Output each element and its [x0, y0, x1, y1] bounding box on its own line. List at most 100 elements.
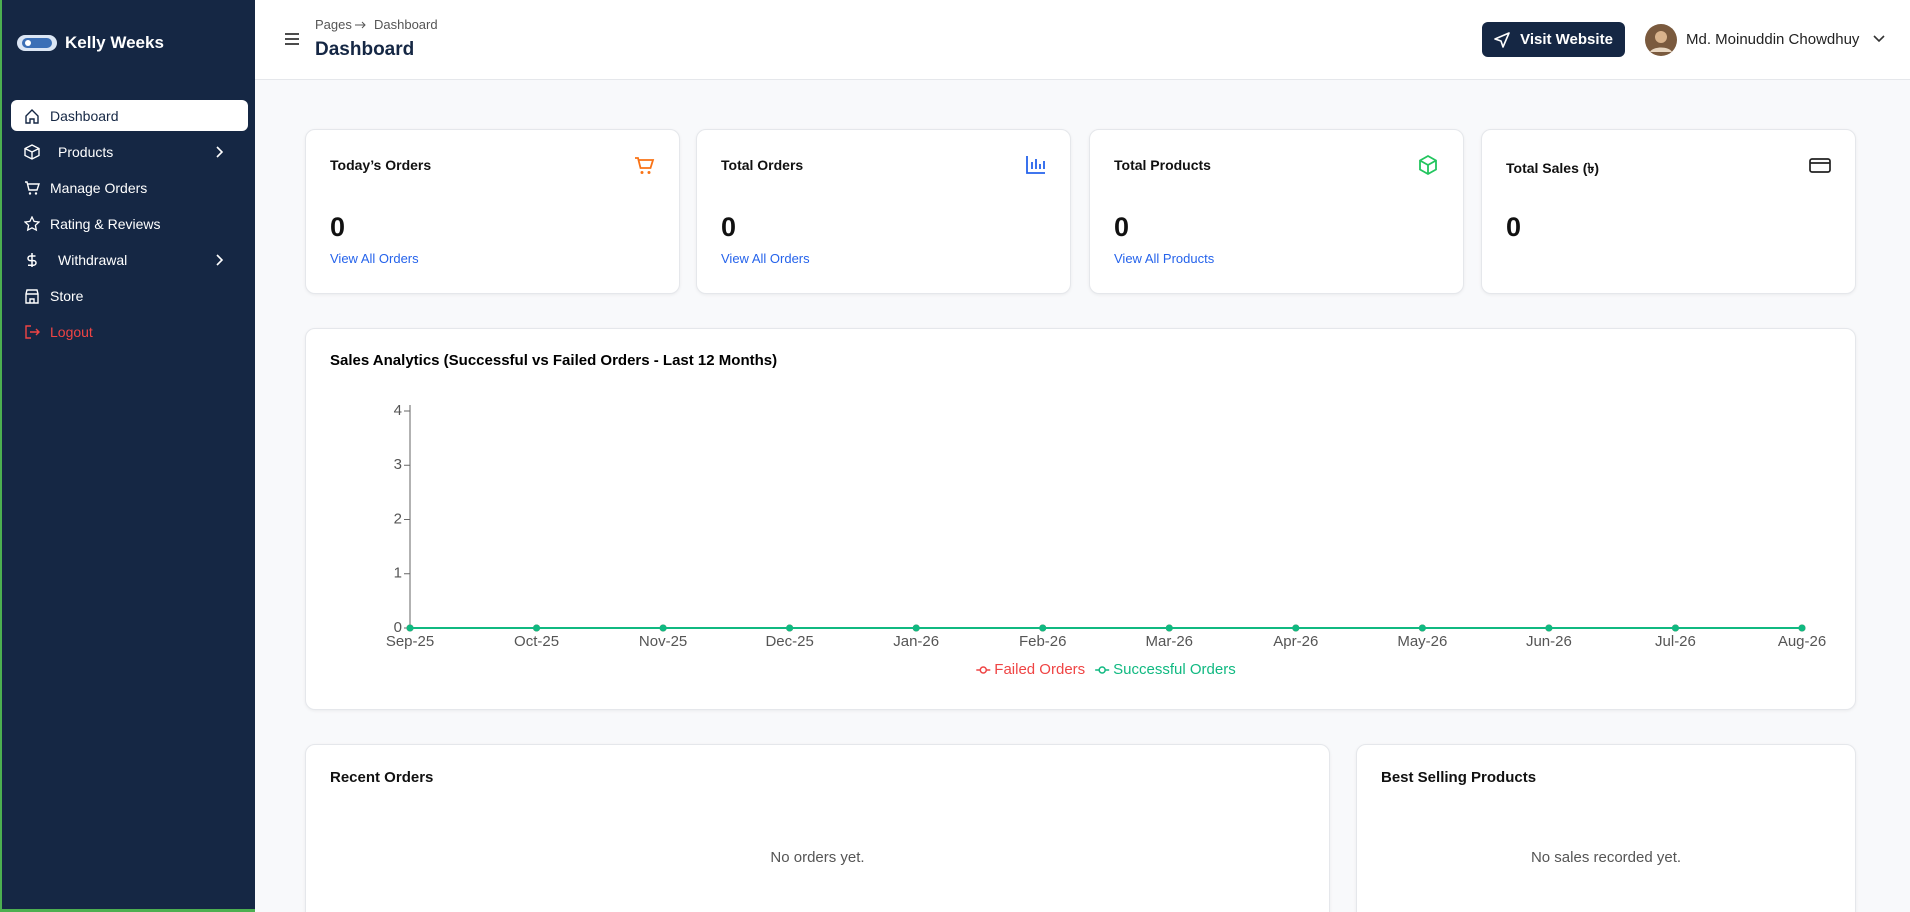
card-title: Total Products	[1114, 157, 1211, 173]
card-link[interactable]: View All Orders	[721, 251, 810, 266]
nav-icon	[27, 252, 37, 267]
x-tick-label: Sep-25	[386, 633, 434, 650]
breadcrumb-arrow	[355, 21, 366, 29]
y-tick-label: 4	[394, 402, 402, 419]
x-tick-label: Jun-26	[1526, 633, 1572, 650]
stat-card: Total Orders 0 View All Orders	[696, 129, 1071, 294]
breadcrumb-item[interactable]: Pages	[315, 17, 352, 32]
nav-item[interactable]: Withdrawal	[11, 244, 248, 275]
stat-card: Total Products 0 View All Products	[1089, 129, 1464, 294]
data-point	[1418, 624, 1426, 632]
nav-icon	[25, 180, 40, 195]
legend-marker	[979, 666, 988, 674]
y-tick-label: 1	[394, 565, 402, 582]
nav-label: Rating & Reviews	[50, 215, 161, 232]
card-value: 0	[330, 212, 346, 242]
nav-item[interactable]: Manage Orders	[11, 172, 248, 203]
nav-item[interactable]: Logout	[11, 316, 248, 347]
card-link[interactable]: View All Products	[1114, 251, 1215, 266]
brand: Kelly Weeks	[65, 33, 164, 52]
legend-item[interactable]: Failed Orders	[976, 661, 1085, 678]
card-title: Total Orders	[721, 157, 804, 173]
data-point	[1671, 624, 1679, 632]
chevron-down[interactable]	[1873, 35, 1885, 43]
y-tick-label: 2	[394, 510, 402, 527]
menu-toggle[interactable]	[285, 33, 299, 45]
nav-icon	[25, 108, 39, 124]
legend-label: Failed Orders	[994, 661, 1085, 678]
chevron-right	[216, 253, 224, 266]
nav-label: Products	[58, 143, 114, 160]
nav-item[interactable]: Products	[11, 136, 248, 167]
stat-card: Total Sales (৳) 0	[1481, 129, 1856, 294]
data-point	[659, 624, 667, 632]
nav-label: Withdrawal	[58, 251, 128, 268]
logo	[17, 35, 57, 51]
card-icon	[1026, 156, 1045, 174]
button-label: Visit Website	[1520, 31, 1613, 48]
card-title: Total Sales (৳)	[1506, 160, 1600, 176]
chevron-right	[216, 145, 224, 158]
visit-website-button[interactable]: Visit Website	[1482, 22, 1625, 57]
user-name[interactable]: Md. Moinuddin Chowdhuy	[1686, 31, 1860, 48]
card-icon	[1809, 158, 1831, 173]
chart: Sales Analytics (Successful vs Failed Or…	[330, 352, 1826, 678]
card-title: Best Selling Products	[1381, 769, 1537, 786]
legend-label: Successful Orders	[1113, 661, 1236, 678]
x-tick-label: Jul-26	[1655, 633, 1696, 650]
data-point	[1798, 624, 1806, 632]
nav-item[interactable]: Rating & Reviews	[11, 208, 248, 239]
card-icon	[1419, 154, 1437, 176]
legend-item[interactable]: Successful Orders	[1095, 661, 1236, 678]
data-point	[1165, 624, 1173, 632]
x-tick-label: Apr-26	[1273, 633, 1318, 650]
card-title: Today’s Orders	[330, 157, 432, 173]
nav-label: Logout	[50, 323, 93, 340]
x-tick-label: Nov-25	[639, 633, 687, 650]
send-icon	[1494, 31, 1510, 48]
chart-title: Sales Analytics (Successful vs Failed Or…	[330, 352, 777, 369]
data-point	[786, 624, 794, 632]
nav-icon	[24, 143, 40, 160]
avatar[interactable]	[1645, 24, 1677, 56]
x-tick-label: Mar-26	[1146, 633, 1194, 650]
data-point	[406, 624, 414, 632]
nav-icon	[25, 324, 40, 339]
recent-orders-card: Recent Orders No orders yet.	[305, 744, 1330, 912]
card-title: Recent Orders	[330, 769, 434, 786]
nav-item[interactable]: Store	[11, 280, 248, 311]
empty-message: No orders yet.	[770, 849, 865, 866]
nav-icon	[24, 215, 40, 231]
x-tick-label: Jan-26	[893, 633, 939, 650]
chart-card: Sales Analytics (Successful vs Failed Or…	[305, 328, 1856, 710]
x-tick-label: Aug-26	[1778, 633, 1826, 650]
data-point	[1292, 624, 1300, 632]
card-icon	[635, 157, 655, 174]
data-point	[912, 624, 920, 632]
nav-item[interactable]: Dashboard	[11, 100, 248, 131]
legend-marker	[1098, 666, 1106, 674]
empty-message: No sales recorded yet.	[1530, 849, 1682, 866]
x-tick-label: Feb-26	[1019, 633, 1067, 650]
page-title: Dashboard	[315, 39, 415, 60]
data-point	[533, 624, 541, 632]
header: Pages Dashboard Dashboard Visit Website …	[255, 0, 1910, 80]
sidebar: Kelly Weeks Dashboard Products Manage Orde…	[0, 0, 255, 912]
x-tick-label: Oct-25	[514, 633, 559, 650]
y-tick-label: 3	[394, 456, 402, 473]
data-point	[1545, 624, 1553, 632]
card-value: 0	[1506, 212, 1522, 242]
breadcrumb-item: Dashboard	[374, 17, 438, 32]
card-link[interactable]: View All Orders	[330, 251, 419, 266]
x-tick-label: May-26	[1397, 633, 1447, 650]
nav-label: Dashboard	[50, 107, 119, 124]
y-tick-label: 0	[394, 619, 402, 636]
x-tick-label: Dec-25	[765, 633, 813, 650]
nav-icon	[25, 288, 39, 304]
card-value: 0	[1114, 212, 1130, 242]
nav-label: Store	[50, 287, 84, 304]
data-point	[1039, 624, 1047, 632]
stat-card: Today’s Orders 0 View All Orders	[305, 129, 680, 294]
best-selling-card: Best Selling Products No sales recorded …	[1356, 744, 1856, 912]
